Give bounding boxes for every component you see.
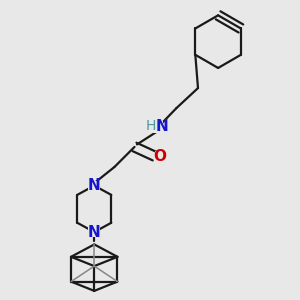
Text: N: N (88, 224, 100, 239)
Text: H: H (146, 119, 156, 133)
FancyBboxPatch shape (143, 121, 163, 133)
FancyBboxPatch shape (88, 227, 100, 237)
Text: N: N (155, 119, 168, 134)
FancyBboxPatch shape (88, 181, 100, 190)
Text: O: O (154, 149, 167, 164)
FancyBboxPatch shape (155, 151, 165, 161)
Text: N: N (88, 178, 100, 193)
